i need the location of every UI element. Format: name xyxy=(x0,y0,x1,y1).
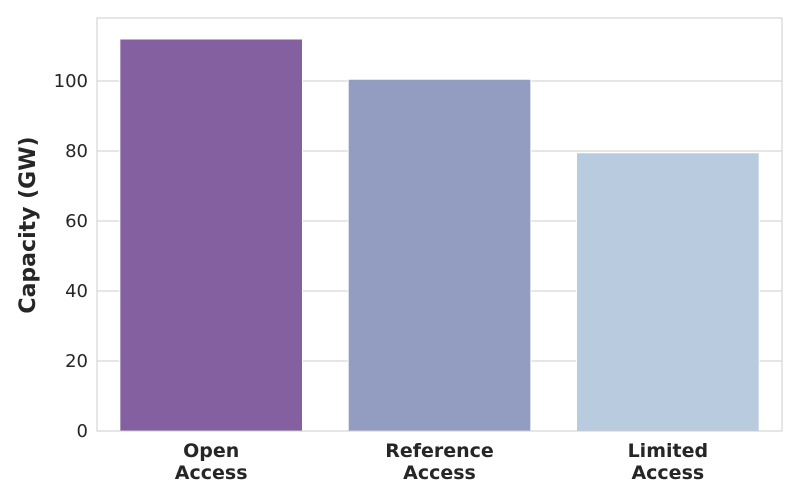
bar xyxy=(119,38,304,432)
x-tick-label: Reference xyxy=(385,440,494,462)
y-tick-labels: 0 20 40 60 80 100 xyxy=(54,71,88,442)
x-tick-label: Access xyxy=(403,462,476,484)
bars xyxy=(119,38,760,432)
x-tick-label: Limited xyxy=(628,440,709,462)
plot-frame xyxy=(96,17,783,432)
bar xyxy=(347,78,532,432)
y-tick-label: 40 xyxy=(65,281,88,302)
x-tick-label: Access xyxy=(175,462,248,484)
x-tick-label: Access xyxy=(631,462,704,484)
y-tick-label: 60 xyxy=(65,211,88,232)
y-tick-label: 80 xyxy=(65,141,88,162)
y-axis-title: Capacity (GW) xyxy=(16,136,41,313)
y-tick-label: 0 xyxy=(77,421,88,442)
x-tick-label: Open xyxy=(183,440,239,462)
y-tick-label: 20 xyxy=(65,351,88,372)
bar xyxy=(576,152,760,432)
y-tick-label: 100 xyxy=(54,71,88,92)
